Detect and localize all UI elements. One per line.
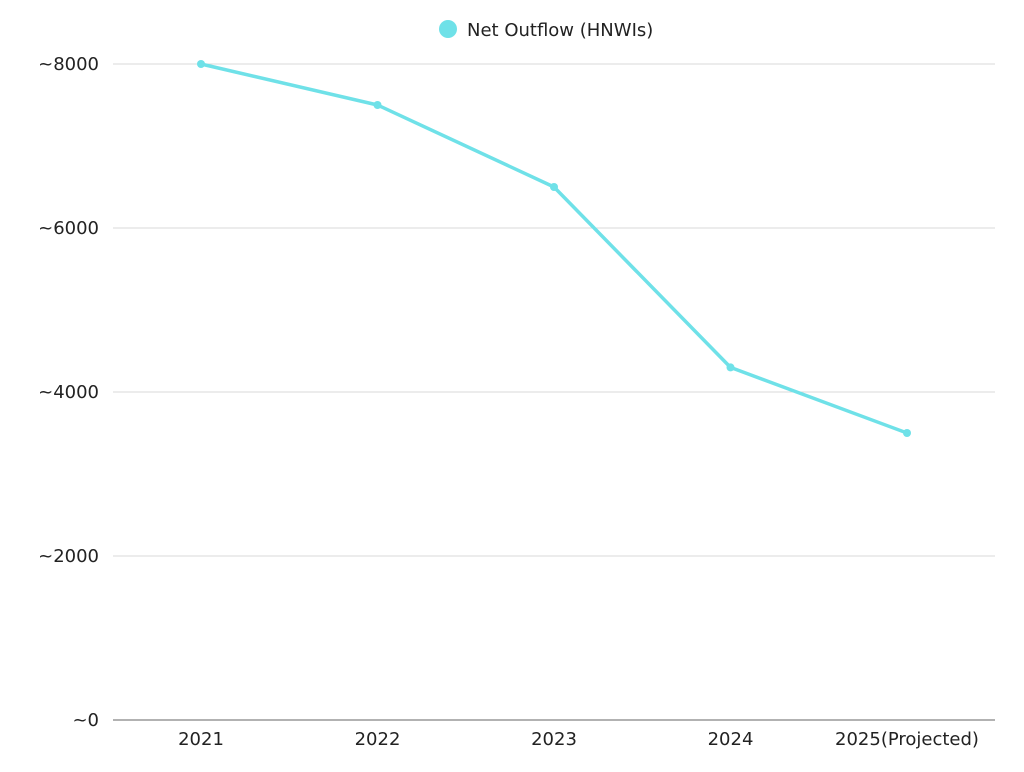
legend: Net Outflow (HNWIs): [439, 20, 653, 41]
y-axis: ~0 ~2000 ~4000 ~6000 ~8000: [38, 54, 99, 731]
grid: [113, 63, 995, 557]
y-tick-label: ~2000: [38, 546, 99, 567]
series-layer: [197, 60, 911, 437]
y-tick-label: ~4000: [38, 382, 99, 403]
x-tick-label: 2025(Projected): [835, 729, 979, 750]
legend-label: Net Outflow (HNWIs): [467, 20, 653, 41]
data-point: [550, 183, 558, 191]
x-tick-label: 2021: [178, 729, 224, 750]
data-point: [197, 60, 205, 68]
data-point: [373, 101, 382, 109]
legend-marker: [439, 20, 457, 38]
x-tick-label: 2023: [531, 729, 577, 750]
x-tick-label: 2024: [708, 729, 754, 750]
x-tick-label: 2022: [355, 729, 401, 750]
data-point: [903, 429, 911, 437]
y-tick-label: ~0: [72, 710, 99, 731]
y-tick-label: ~6000: [38, 218, 99, 239]
series-line: [199, 62, 909, 435]
data-point: [726, 363, 735, 372]
y-tick-label: ~8000: [38, 54, 99, 75]
x-axis: 2021 2022 2023 2024 2025(Projected): [113, 719, 995, 750]
